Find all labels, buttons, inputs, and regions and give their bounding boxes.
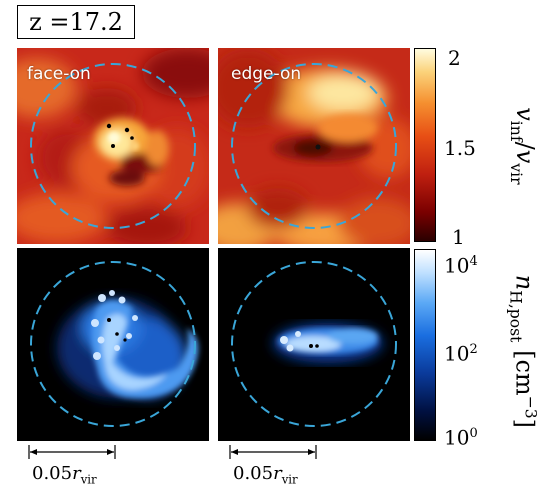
virial-radius-circle — [231, 63, 397, 229]
redshift-label: z =17.2 — [17, 5, 135, 39]
colorbar-velocity-label: vinf/vvir — [507, 107, 539, 185]
colorbar-density-tick-mid: 102 — [444, 341, 478, 366]
panel-label-face-on: face-on — [27, 64, 91, 84]
panel-velocity-edge-on — [218, 48, 410, 244]
scalebar-left-label: 0.05rvir — [32, 463, 97, 487]
panel-density-face-on — [17, 248, 209, 441]
colorbar-density-tick-min: 100 — [444, 425, 478, 450]
scalebar-right-label: 0.05rvir — [233, 463, 298, 487]
panel-density-edge-on — [218, 248, 410, 441]
scalebar-right — [229, 445, 317, 459]
colorbar-velocity-tick-max: 2 — [448, 46, 461, 70]
colorbar-velocity-tick-mid: 1.5 — [444, 136, 476, 160]
colorbar-density-tick-max: 104 — [444, 253, 478, 278]
colorbar-density-label: nH,post [cm−3] — [506, 274, 540, 429]
virial-radius-circle — [231, 261, 397, 427]
colorbar-velocity-tick-min: 1 — [452, 225, 465, 249]
panel-label-edge-on: edge-on — [231, 64, 302, 84]
virial-radius-circle — [30, 261, 196, 427]
virial-radius-circle — [30, 63, 196, 229]
colorbar-velocity — [414, 48, 436, 242]
scalebar-left — [28, 445, 116, 459]
panel-velocity-face-on — [17, 48, 209, 244]
colorbar-density — [414, 249, 436, 441]
